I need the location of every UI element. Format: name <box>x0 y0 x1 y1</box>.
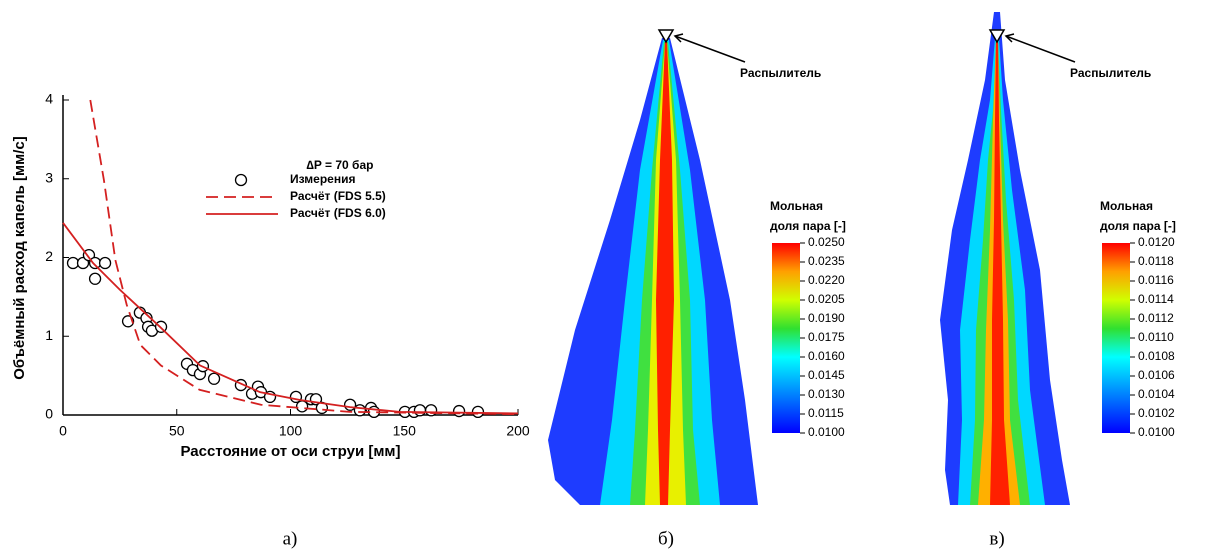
colorbar-tick-label: 0.0235 <box>808 254 845 268</box>
arrow-head <box>673 33 684 43</box>
y-tick-label: 3 <box>45 169 53 185</box>
annotation: Распылитель <box>1070 66 1151 80</box>
colorbar-tick-label: 0.0112 <box>1138 311 1174 325</box>
data-point <box>353 404 367 417</box>
colorbar-tick-label: 0.0115 <box>808 406 844 420</box>
colorbar-title: доля пара [-] <box>770 219 846 233</box>
colorbar-tick-label: 0.0102 <box>1138 406 1175 420</box>
arrow <box>674 35 746 63</box>
x-tick-label: 150 <box>393 423 417 439</box>
colorbar-tick-label: 0.0100 <box>1138 425 1175 439</box>
legend-label: Расчёт (FDS 6.0) <box>290 206 386 220</box>
legend-marker <box>234 173 248 187</box>
data-point <box>343 398 357 411</box>
data-point <box>66 256 80 270</box>
plume-field <box>548 38 758 505</box>
data-point <box>88 272 102 285</box>
colorbar <box>772 243 800 433</box>
colorbar-tick-label: 0.0116 <box>1138 273 1174 287</box>
x-axis-title: Расстояние от оси струи [мм] <box>180 443 400 460</box>
arrow-head <box>1004 33 1015 43</box>
annotation: Распылитель <box>740 66 821 80</box>
colorbar-tick-label: 0.0118 <box>1138 254 1174 268</box>
arrow <box>1005 35 1076 63</box>
series-line <box>62 222 519 415</box>
x-tick-label: 100 <box>279 423 303 439</box>
data-point <box>452 404 466 418</box>
caption: в) <box>989 528 1004 549</box>
x-tick-label: 0 <box>59 423 67 439</box>
colorbar-tick-label: 0.0100 <box>808 425 845 439</box>
colorbar-tick-label: 0.0190 <box>808 311 845 325</box>
colorbar-tick-label: 0.0220 <box>808 273 845 287</box>
caption: б) <box>658 528 674 549</box>
series-line <box>89 99 519 416</box>
colorbar-tick-label: 0.0160 <box>808 349 845 363</box>
data-point <box>424 404 438 417</box>
colorbar-tick-label: 0.0205 <box>808 292 845 306</box>
colorbar-tick-label: 0.0130 <box>808 387 845 401</box>
x-tick-label: 50 <box>169 423 185 439</box>
colorbar-title: Мольная <box>1100 199 1153 213</box>
colorbar-tick-label: 0.0145 <box>808 368 845 382</box>
legend-label: Расчёт (FDS 5.5) <box>290 189 386 203</box>
colorbar-title: доля пара [-] <box>1100 219 1176 233</box>
plume-field <box>940 12 1070 505</box>
data-point <box>207 372 221 385</box>
caption: а) <box>283 528 298 549</box>
data-point <box>413 404 427 417</box>
colorbar-tick-label: 0.0114 <box>1138 292 1174 306</box>
y-tick-label: 2 <box>45 248 53 264</box>
colorbar-tick-label: 0.0108 <box>1138 349 1175 363</box>
data-point <box>98 256 112 270</box>
colorbar-tick-label: 0.0120 <box>1138 235 1175 249</box>
legend-label: Измерения <box>290 172 355 186</box>
colorbar-title: Мольная <box>770 199 823 213</box>
colorbar <box>1102 243 1130 433</box>
colorbar-tick-label: 0.0175 <box>808 330 845 344</box>
y-tick-label: 1 <box>45 327 53 343</box>
colorbar-tick-label: 0.0250 <box>808 235 845 249</box>
sprayer-marker <box>988 29 1006 44</box>
colorbar-tick-label: 0.0106 <box>1138 368 1175 382</box>
sprayer-marker <box>657 29 675 44</box>
x-tick-label: 200 <box>506 423 530 439</box>
y-axis-title: Объёмный расход капель [мм/с] <box>11 136 28 380</box>
colorbar-tick-label: 0.0104 <box>1138 387 1175 401</box>
colorbar-tick-label: 0.0110 <box>1138 330 1174 344</box>
y-tick-label: 0 <box>45 406 53 422</box>
data-point <box>471 405 485 419</box>
y-tick-label: 4 <box>45 91 53 107</box>
legend-title: ∆P = 70 бар <box>307 158 374 172</box>
